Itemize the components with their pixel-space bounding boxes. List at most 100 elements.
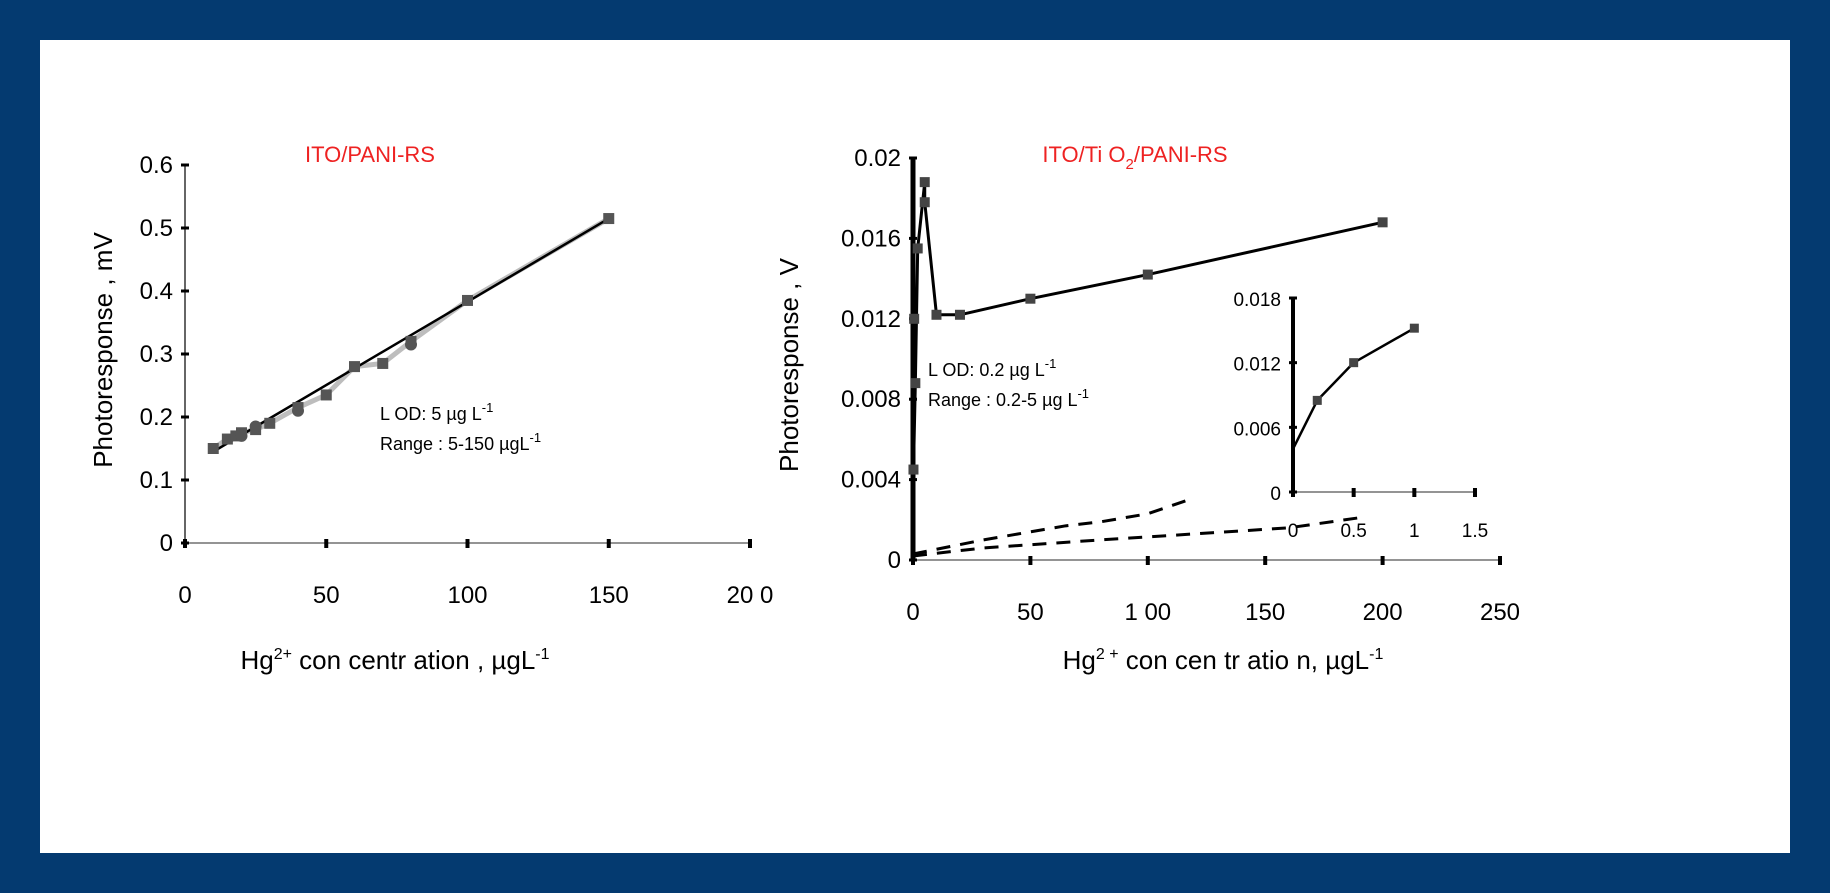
chart-right-title: ITO/Ti O2/PANI-RS	[1042, 142, 1227, 173]
dashed-series-2	[912, 516, 1360, 558]
y-tick-label: 0.5	[140, 215, 173, 242]
x-tick-label: 50	[313, 582, 340, 609]
range-sup: -1	[1077, 386, 1089, 401]
data-point	[462, 294, 473, 306]
data-point	[603, 213, 615, 225]
x-tick-label: 150	[1245, 599, 1285, 626]
data-point	[1025, 293, 1036, 304]
title-sub: 2	[1126, 156, 1134, 173]
data-point	[221, 433, 233, 445]
data-point	[320, 389, 332, 401]
xlabel-suffix: con centr ation , µgL	[292, 645, 535, 675]
x-tick-label: 0.5	[1340, 521, 1366, 542]
data-point	[1312, 395, 1322, 405]
data-point-round	[249, 420, 262, 433]
data-point	[377, 357, 389, 369]
title-rest: /PANI-RS	[1134, 142, 1228, 167]
y-tick-label: 0.1	[140, 467, 173, 494]
inset-line	[1291, 327, 1415, 450]
range-sup: -1	[529, 430, 541, 445]
y-tick-label: 0	[160, 530, 173, 557]
y-tick-label: 0.008	[841, 386, 901, 413]
data-point	[919, 177, 930, 188]
xlabel-hg: Hg	[240, 645, 273, 675]
y-tick-label: 0.4	[140, 278, 173, 305]
chart-left-title: ITO/PANI-RS	[305, 142, 435, 167]
data-point	[264, 417, 276, 429]
x-tick-label: 100	[447, 582, 487, 609]
lod-sup: -1	[482, 400, 494, 415]
xlabel-unit-sup: -1	[535, 646, 549, 663]
chart-right-axes: 0 50 1 00 150 200 25000.0040.0080.0120.0160.0…	[841, 145, 1520, 626]
y-tick-label: 0.012	[1233, 355, 1281, 376]
x-tick-label: 150	[589, 582, 629, 609]
data-point	[909, 313, 920, 324]
inset-marks	[1291, 323, 1419, 450]
data-point	[908, 464, 919, 475]
chart-right-xlabel: Hg2 + con cen tr atio n, µgL-1	[1063, 645, 1384, 675]
y-tick-label: 0.3	[140, 341, 173, 368]
x-tick-label: 0	[1288, 521, 1299, 542]
xlabel-unit-sup: -1	[1369, 646, 1383, 663]
xlabel-sup: 2+	[274, 646, 292, 663]
chart-right: ITO/Ti O2/PANI-RS 0 50 1 00 150 200 25000.004…	[774, 142, 1520, 675]
x-tick-label: 20 0	[727, 582, 774, 609]
x-tick-label: 50	[1017, 599, 1044, 626]
xlabel-hg: Hg	[1063, 645, 1096, 675]
x-tick-label: 0	[178, 582, 191, 609]
y-tick-label: 0	[888, 547, 901, 574]
data-point	[207, 443, 219, 454]
lod-text: L OD: 5 µg L	[380, 404, 482, 424]
y-tick-label: 0.2	[140, 404, 173, 431]
data-point-round	[235, 429, 248, 442]
chart-right-ylabel: Photoresponse , V	[774, 257, 804, 472]
xlabel-sup: 2 +	[1096, 646, 1119, 663]
range-text: Range : 0.2-5 µg L	[928, 390, 1077, 410]
y-tick-label: 0.016	[841, 225, 901, 252]
chart-left-marks	[207, 213, 615, 454]
chart-left: ITO/PANI-RS 0 50 100 150 20 0 0 0.1 0.2 0.3 0.4 0.…	[88, 142, 773, 675]
chart-right-range: Range : 0.2-5 µg L-1	[928, 386, 1089, 410]
lod-sup: -1	[1045, 356, 1057, 371]
chart-left-range: Range : 5-150 µgL-1	[380, 430, 541, 454]
series-line	[911, 180, 1383, 470]
chart-left-lod: L OD: 5 µg L-1	[380, 400, 493, 424]
x-tick-label: 200	[1363, 599, 1403, 626]
x-tick-label: 250	[1480, 599, 1520, 626]
y-tick-label: 0.018	[1233, 290, 1281, 311]
chart-left-ylabel: Photoresponse , mV	[88, 232, 118, 468]
data-point	[349, 361, 360, 373]
data-point-round	[292, 404, 304, 417]
data-point	[1349, 358, 1359, 368]
data-point	[1142, 269, 1153, 280]
x-tick-label: 1	[1409, 521, 1420, 542]
x-tick-label: 1 00	[1124, 599, 1171, 626]
y-tick-label: 0	[1270, 484, 1281, 505]
x-tick-label: 0	[906, 599, 919, 626]
data-point-round	[405, 338, 417, 351]
data-point	[931, 309, 942, 320]
data-point	[1409, 323, 1419, 333]
chart-left-axes: 0 50 100 150 20 0 0 0.1 0.2 0.3 0.4 0.5 0.6	[140, 152, 774, 609]
x-tick-label: 1.5	[1462, 521, 1488, 542]
fit-line	[212, 217, 610, 453]
data-point	[912, 243, 923, 254]
chart-left-xlabel: Hg2+ con centr ation , µgL-1	[240, 645, 549, 675]
lod-text: L OD: 0.2 µg L	[928, 360, 1045, 380]
data-point	[954, 309, 965, 320]
chart-right-lod: L OD: 0.2 µg L-1	[928, 356, 1056, 380]
chart-right-marks	[908, 177, 1388, 558]
y-tick-label: 0.012	[841, 306, 901, 333]
data-point	[910, 378, 921, 389]
xlabel-suffix: con cen tr atio n, µgL	[1119, 645, 1370, 675]
y-tick-label: 0.006	[1233, 419, 1281, 440]
inset-axes: 0 0.5 1 1.5 0 0.006 0.012 0.018	[1233, 290, 1488, 542]
data-point	[919, 197, 930, 208]
title-main: ITO/Ti O	[1042, 142, 1125, 167]
y-tick-label: 0.02	[854, 145, 901, 172]
y-tick-label: 0.6	[140, 152, 173, 179]
dashed-series-1	[912, 496, 1196, 556]
y-tick-label: 0.004	[841, 467, 901, 494]
data-point	[1377, 217, 1388, 228]
